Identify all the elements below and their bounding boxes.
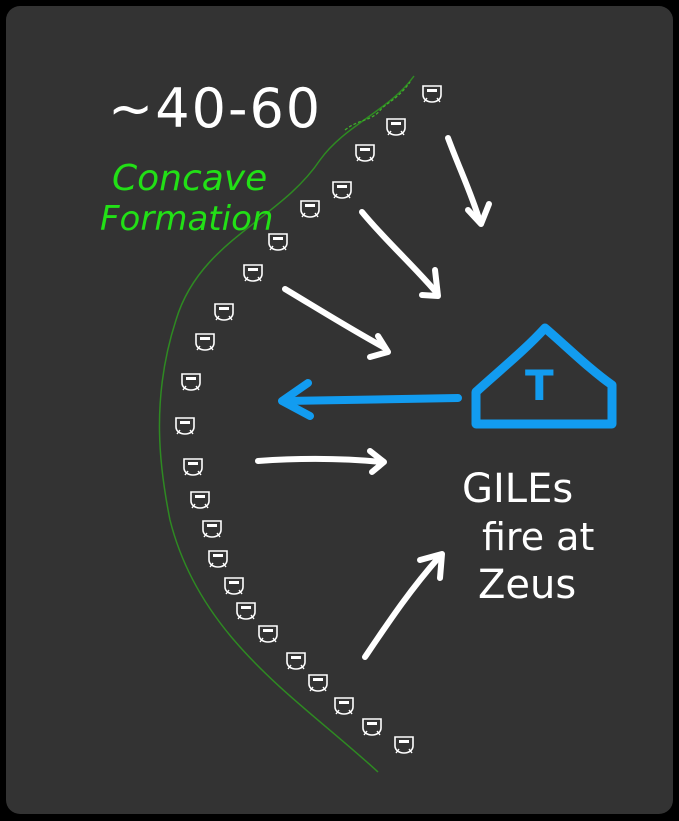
soldier-unit-icon <box>175 417 195 435</box>
arrow-5 <box>362 553 443 660</box>
formation-label-line1: Concave <box>112 158 267 199</box>
unit-count-title: ~40-60 <box>108 77 322 140</box>
arrow-4-head <box>367 448 387 475</box>
soldier-unit-icon <box>195 333 215 351</box>
arrow-5-head <box>417 551 445 581</box>
arrow-3 <box>282 286 388 351</box>
arrow-1-head <box>465 201 492 227</box>
soldier-unit-icon <box>355 144 375 162</box>
soldier-unit-icon <box>258 625 278 643</box>
arrow-3-head <box>367 333 391 360</box>
arrow-1 <box>445 135 483 225</box>
note-line2: fire at <box>482 515 594 559</box>
soldier-unit-icon <box>394 736 414 754</box>
note-line3: Zeus <box>478 562 576 608</box>
arrow-4 <box>255 455 385 465</box>
soldier-unit-icon <box>268 233 288 251</box>
board <box>6 6 673 814</box>
soldier-unit-icon <box>183 458 203 476</box>
advance-arrows <box>255 135 492 660</box>
formation-units <box>175 85 442 754</box>
tower <box>471 323 617 429</box>
soldier-unit-icon <box>224 577 244 595</box>
soldier-unit-icon <box>308 674 328 692</box>
soldier-unit-icon <box>236 602 256 620</box>
soldier-unit-icon <box>386 118 406 136</box>
soldier-unit-icon <box>190 491 210 509</box>
soldier-unit-icon <box>286 652 306 670</box>
soldier-unit-icon <box>181 373 201 391</box>
arrow-2 <box>359 209 439 295</box>
note-line1: GILEs <box>462 466 573 512</box>
soldier-unit-icon <box>332 181 352 199</box>
tower-fire-arrow <box>278 379 462 420</box>
tower-icon <box>471 323 617 429</box>
soldier-unit-icon <box>422 85 442 103</box>
soldier-unit-icon <box>214 303 234 321</box>
fire-arrow-shaft <box>281 394 462 405</box>
formation-outline <box>158 75 415 773</box>
arrow-2-head <box>419 267 441 299</box>
soldier-unit-icon <box>202 520 222 538</box>
soldier-unit-icon <box>243 264 263 282</box>
tower-letter: T <box>525 361 554 410</box>
fire-arrow-head <box>278 379 314 420</box>
soldier-unit-icon <box>334 697 354 715</box>
soldier-unit-icon <box>208 550 228 568</box>
soldier-unit-icon <box>300 200 320 218</box>
formation-label-line2: Formation <box>100 199 273 239</box>
soldier-unit-icon <box>362 718 382 736</box>
